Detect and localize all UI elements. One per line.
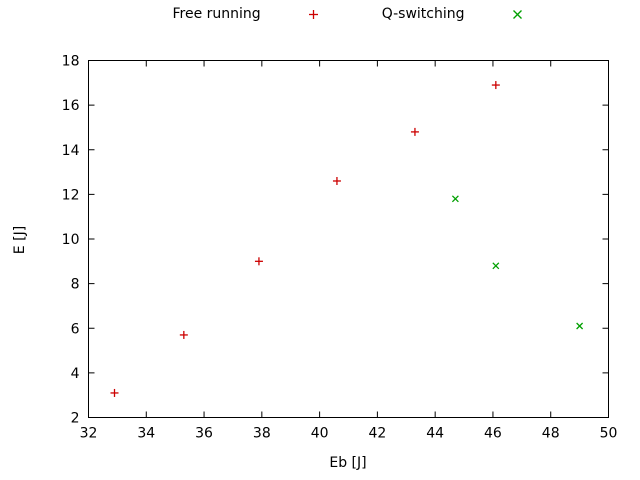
legend-label-q-switching: Q-switching bbox=[381, 6, 465, 22]
x-tick-label: 36 bbox=[195, 426, 213, 442]
data-point-q-switching bbox=[492, 262, 500, 270]
data-point-free-running bbox=[179, 330, 188, 339]
data-point-q-switching bbox=[576, 322, 584, 330]
legend-item-free-running: Free running bbox=[173, 6, 320, 22]
x-axis-label: Eb [J] bbox=[329, 455, 367, 471]
x-tick-label: 34 bbox=[137, 426, 155, 442]
y-tick-label: 18 bbox=[62, 54, 80, 70]
y-tick-label: 8 bbox=[71, 277, 80, 293]
legend-item-q-switching: Q-switching bbox=[382, 6, 524, 22]
y-tick-label: 2 bbox=[71, 411, 80, 427]
y-tick-label: 10 bbox=[62, 232, 80, 248]
x-tick-label: 44 bbox=[426, 426, 444, 442]
data-point-free-running bbox=[491, 81, 500, 90]
y-tick-label: 6 bbox=[71, 321, 80, 337]
plot-border bbox=[88, 60, 609, 418]
cross-marker-icon bbox=[512, 9, 522, 19]
y-tick-label: 4 bbox=[71, 366, 80, 382]
data-point-free-running bbox=[110, 388, 119, 397]
x-tick-label: 42 bbox=[368, 426, 386, 442]
data-point-free-running bbox=[410, 127, 419, 136]
y-tick-label: 14 bbox=[62, 143, 80, 159]
chart-legend: Free running Q-switching bbox=[88, 6, 608, 22]
legend-label-free-running: Free running bbox=[172, 6, 261, 22]
data-point-free-running bbox=[332, 176, 341, 185]
y-tick-label: 12 bbox=[62, 187, 80, 203]
y-tick-label: 16 bbox=[62, 98, 80, 114]
x-tick-label: 32 bbox=[80, 426, 98, 442]
data-point-q-switching bbox=[451, 195, 459, 203]
x-tick-label: 40 bbox=[311, 426, 329, 442]
x-tick-label: 48 bbox=[542, 426, 560, 442]
x-tick-label: 50 bbox=[600, 426, 618, 442]
x-tick-label: 38 bbox=[253, 426, 271, 442]
plus-marker-icon bbox=[308, 9, 318, 19]
x-tick-label: 46 bbox=[484, 426, 502, 442]
y-axis-label: E [J] bbox=[12, 225, 28, 255]
data-point-free-running bbox=[254, 257, 263, 266]
